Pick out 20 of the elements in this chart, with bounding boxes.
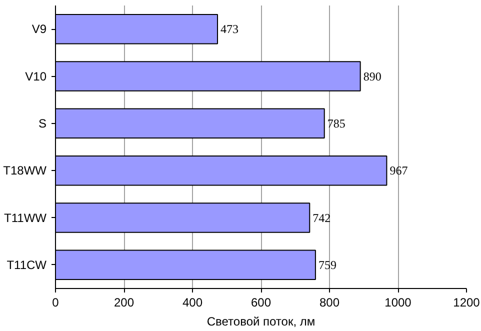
x-tick-label: 0: [52, 296, 60, 310]
x-tick-label: 400: [182, 296, 203, 310]
y-tick-label: T11CW: [6, 258, 48, 272]
data-label: 890: [363, 69, 382, 84]
x-tick-label: 600: [250, 296, 272, 310]
y-tick-label: V9: [32, 22, 47, 36]
y-tick-label: S: [38, 116, 47, 130]
data-label: 742: [312, 210, 331, 225]
data-label: 473: [220, 22, 239, 36]
data-label: 967: [390, 164, 408, 178]
y-tick-label: V10: [25, 69, 47, 84]
x-tick-label: 1000: [384, 296, 412, 310]
y-tick-label: T11WW: [4, 210, 48, 225]
x-tick-label: 800: [319, 296, 340, 310]
data-label: 759: [318, 258, 336, 272]
x-axis-title: Световой поток, лм: [206, 314, 316, 328]
x-tick-label: 200: [114, 296, 134, 310]
y-tick-label: T18WW: [3, 164, 48, 178]
data-label: 785: [327, 116, 346, 130]
x-tick-label: 1200: [453, 296, 480, 310]
